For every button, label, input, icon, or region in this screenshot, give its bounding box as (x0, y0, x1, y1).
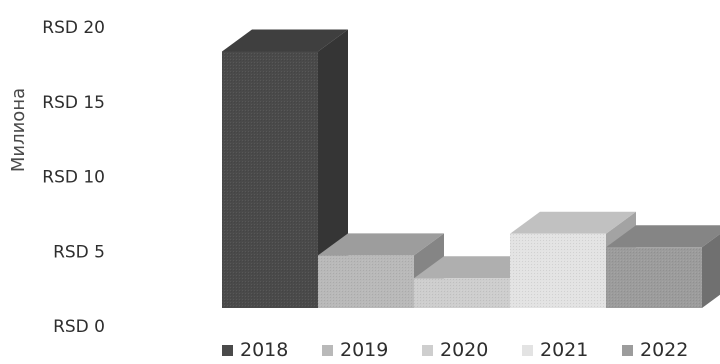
bar-texture-2021 (510, 233, 606, 308)
bar-texture-2018 (222, 51, 318, 308)
y-tick-label: RSD 10 (42, 168, 105, 188)
bar-top-2021 (510, 211, 636, 234)
legend-item-2018: 2018 (222, 339, 322, 361)
legend-label: 2019 (340, 339, 389, 361)
legend-label: 2018 (240, 339, 289, 361)
legend-item-2022: 2022 (622, 339, 720, 361)
legend-item-2020: 2020 (422, 339, 522, 361)
legend-label: 2022 (640, 339, 689, 361)
bar-2022 (606, 225, 720, 308)
y-tick-label: RSD 15 (42, 93, 105, 113)
bar-top-2020 (414, 256, 540, 279)
bar-2018 (222, 29, 348, 308)
legend: 2018 2019 2020 2021 2022 (222, 339, 720, 361)
bar-2019 (318, 233, 444, 308)
y-tick-label: RSD 20 (42, 18, 105, 38)
bar-2020 (414, 256, 540, 308)
legend-swatch (322, 344, 333, 356)
y-tick-label: RSD 5 (53, 242, 105, 262)
legend-swatch (422, 344, 433, 356)
y-tick-label: RSD 0 (53, 317, 105, 337)
bar-top-2018 (222, 29, 348, 52)
bar-side-2018 (318, 29, 348, 308)
legend-swatch (622, 344, 633, 356)
legend-swatch (222, 344, 233, 356)
bar-texture-2022 (606, 247, 702, 308)
legend-label: 2020 (440, 339, 489, 361)
bar-top-2022 (606, 225, 720, 248)
bar-texture-2019 (318, 255, 414, 308)
y-axis-title: Милиона (8, 88, 29, 172)
legend-swatch (522, 344, 533, 356)
legend-label: 2021 (540, 339, 589, 361)
bar-texture-2020 (414, 278, 510, 308)
bar-top-2019 (318, 233, 444, 256)
legend-item-2019: 2019 (322, 339, 422, 361)
bar-side-2022 (702, 234, 720, 308)
legend-item-2021: 2021 (522, 339, 622, 361)
